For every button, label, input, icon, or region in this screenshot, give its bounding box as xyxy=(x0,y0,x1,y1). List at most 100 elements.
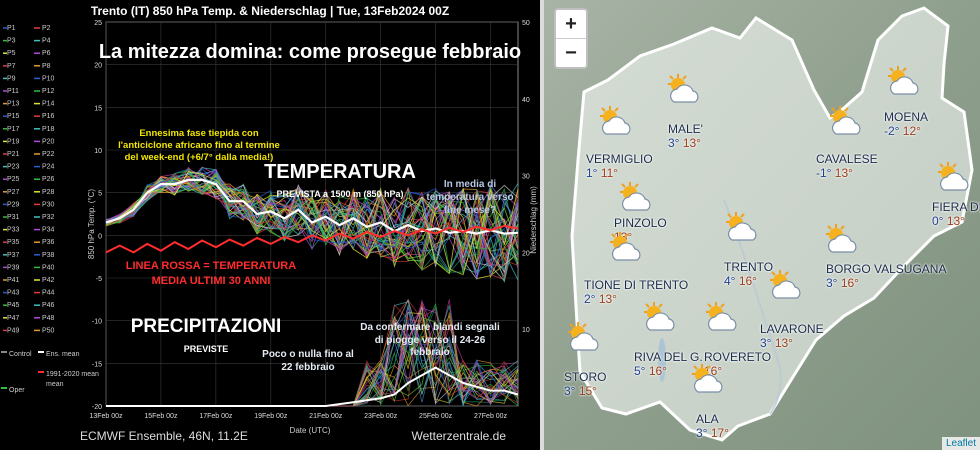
max-temperature: 15° xyxy=(575,384,597,398)
y2-tick-label: 30 xyxy=(522,174,530,181)
city-temperatures: 3° 16° xyxy=(826,276,859,290)
series-line xyxy=(106,366,519,407)
ensemble-member-line xyxy=(105,170,519,275)
legend-entry: P44 xyxy=(42,290,55,297)
panel-divider xyxy=(540,0,544,450)
min-temperature: 3° xyxy=(668,136,680,150)
partly-cloudy-icon xyxy=(620,182,651,211)
trentino-map[interactable] xyxy=(544,0,980,450)
max-temperature: 16° xyxy=(735,274,757,288)
y-tick-label: 0 xyxy=(98,233,102,240)
legend-entry: P5 xyxy=(7,50,16,57)
y-tick-label: 20 xyxy=(94,63,102,70)
legend-entry: P12 xyxy=(42,88,55,95)
footer-source: ECMWF Ensemble, 46N, 11.2E xyxy=(80,429,248,443)
city-name: MOENA xyxy=(884,110,929,124)
x-tick-label: 21Feb 00z xyxy=(309,413,343,420)
legend-entry: P43 xyxy=(7,290,20,297)
legend-entry: P48 xyxy=(42,315,55,322)
legend-entry: P23 xyxy=(7,164,20,171)
legend-entry: P15 xyxy=(7,113,20,120)
ensemble-chart: Trento (IT) 850 hPa Temp. & Niederschlag… xyxy=(1,4,538,443)
legend-entry: P29 xyxy=(7,201,20,208)
legend-entry: P16 xyxy=(42,113,55,120)
legend-entry: P45 xyxy=(7,302,20,309)
partly-cloudy-icon xyxy=(770,270,801,299)
zoom-out-button[interactable]: − xyxy=(556,38,586,67)
min-temperature: 3° xyxy=(564,384,576,398)
partly-cloudy-icon xyxy=(826,224,857,253)
map-attribution[interactable]: Leaflet xyxy=(941,437,980,450)
partly-cloudy-icon xyxy=(830,106,861,135)
zoom-in-button[interactable]: + xyxy=(565,13,577,35)
partly-cloudy-icon xyxy=(888,66,919,95)
city-temperatures: 0° 13° xyxy=(932,214,965,228)
left-axis-ticks: 25 20 15 10 5 0 -5 -10 -15 -20 xyxy=(92,20,102,411)
footer-site: Wetterzentrale.de xyxy=(412,429,507,443)
city-name: ROVERETO xyxy=(704,350,772,364)
legend-entry: mean xyxy=(46,381,64,388)
x-axis-ticks: 13Feb 00z 15Feb 00z 17Feb 00z 19Feb 00z 21Fe… xyxy=(89,413,507,420)
region-outline xyxy=(570,6,974,442)
legend-entry: P6 xyxy=(42,50,51,57)
min-temperature: 2° xyxy=(584,292,596,306)
ensemble-member-line xyxy=(105,174,519,269)
ensemble-chart-panel: Trento (IT) 850 hPa Temp. & Niederschlag… xyxy=(0,0,540,450)
annotation-temperature-title: TEMPERATURA xyxy=(264,161,416,183)
legend-entry: P36 xyxy=(42,239,55,246)
max-temperature: 16° xyxy=(645,364,667,378)
y2-tick-label: 40 xyxy=(522,97,530,104)
x-axis-label: Date (UTC) xyxy=(290,426,331,435)
legend-entry: P46 xyxy=(42,302,55,309)
annotation-question-box: In media di temperatura verso fine mese? xyxy=(426,179,513,216)
partly-cloudy-icon xyxy=(644,302,675,331)
annotation-temperature-sub: PREVISTA a 1500 m (850 hPa) xyxy=(276,189,403,199)
legend-entry: Oper xyxy=(9,387,25,394)
legend-entry: P31 xyxy=(7,214,20,221)
ensemble-member-line xyxy=(105,170,519,255)
city-name: LAVARONE xyxy=(760,322,824,336)
x-tick-label: 25Feb 00z xyxy=(419,413,453,420)
weather-map-panel[interactable]: MALE' 3° 13° MOENA -2° 12° VERMIGLIO 1° 11° CA… xyxy=(544,0,980,450)
x-tick-label: 13Feb 00z xyxy=(89,413,123,420)
legend-entry: 1991-2020 mean xyxy=(46,371,99,378)
x-tick-label: 17Feb 00z xyxy=(199,413,233,420)
legend-entry: P50 xyxy=(42,327,55,334)
legend-entry: P38 xyxy=(42,252,55,259)
headline: La mitezza domina: come prosegue febbrai… xyxy=(99,41,521,63)
min-temperature: 5° xyxy=(634,364,646,378)
city-temperatures: 2° 13° xyxy=(584,292,617,306)
x-tick-label: 23Feb 00z xyxy=(364,413,398,420)
city-name: MALE' xyxy=(668,122,703,136)
city-temperatures: 3° 13° xyxy=(668,136,701,150)
city-name: BORGO VALSUGANA xyxy=(826,262,947,276)
legend-entry: Ens. mean xyxy=(46,351,80,358)
y-tick-label: -15 xyxy=(92,361,102,368)
city-temperatures: -2° 12° xyxy=(884,124,921,138)
legend-entry: P21 xyxy=(7,151,20,158)
partly-cloudy-icon xyxy=(938,162,969,191)
min-temperature: -1° xyxy=(816,166,832,180)
city-temperatures: 1° 11° xyxy=(586,166,618,180)
legend-entry: P25 xyxy=(7,176,20,183)
partly-cloudy-icon xyxy=(600,106,631,135)
legend-entry: P9 xyxy=(7,75,16,82)
max-temperature: 11° xyxy=(597,166,619,180)
max-temperature: 16° xyxy=(837,276,859,290)
legend-entry: P1 xyxy=(7,25,16,32)
x-tick-label: 15Feb 00z xyxy=(144,413,178,420)
city-name: ALA xyxy=(696,412,719,426)
right-axis-ticks: 50 40 30 20 10 xyxy=(522,20,530,334)
ensemble-member-line xyxy=(105,176,519,277)
city-temperatures: 4° 16° xyxy=(724,274,757,288)
legend-entry: P19 xyxy=(7,138,20,145)
series-line xyxy=(105,178,519,235)
city-name: STORO xyxy=(564,370,607,384)
y2-tick-label: 50 xyxy=(522,20,530,27)
legend-entry: P32 xyxy=(42,214,55,221)
ensemble-member-line xyxy=(105,175,519,266)
max-temperature: 13° xyxy=(679,136,701,150)
annotation-mild-phase: Ennesima fase tiepida con l'anticiclone … xyxy=(118,128,280,163)
partly-cloudy-icon xyxy=(692,364,723,393)
max-temperature: 13° xyxy=(831,166,853,180)
